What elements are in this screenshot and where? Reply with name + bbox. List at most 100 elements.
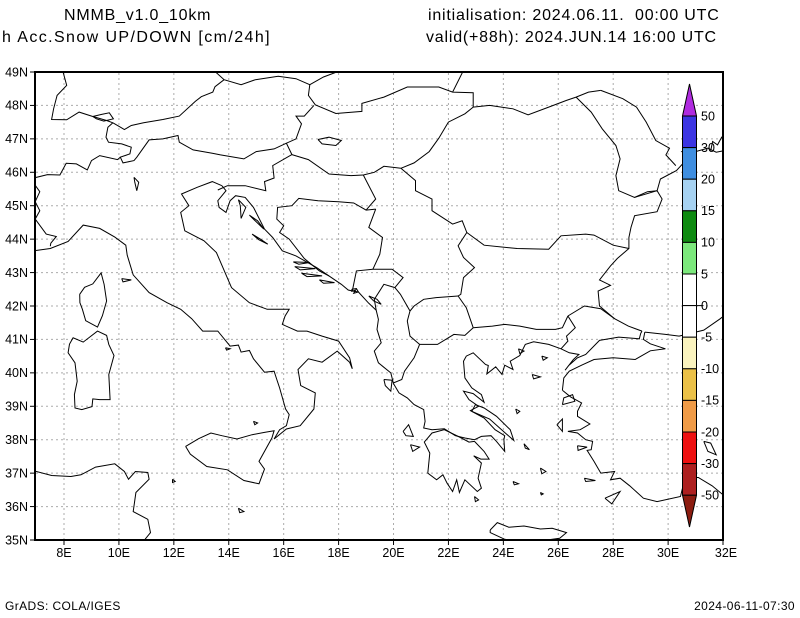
lat-label-47N: 47N [5, 132, 28, 146]
map-line-albania-greece [393, 344, 421, 384]
map-line-hungary-serbia [363, 165, 401, 176]
lat-label-48N: 48N [5, 99, 28, 113]
colorbar-segment-2 [682, 178, 697, 212]
colorbar-label-15: 15 [701, 204, 715, 218]
map-line-brac [293, 261, 310, 265]
lat-label-42N: 42N [5, 299, 28, 313]
map-line-dniester [600, 89, 677, 166]
map-line-kythira [474, 496, 480, 503]
map-line-bulgaria-macedonia [457, 295, 474, 328]
colorbar-label--50: -50 [701, 489, 719, 503]
colorbar-label-20: 20 [701, 173, 715, 187]
colorbar-segment-4 [682, 241, 697, 275]
map-line-capri-ischia [225, 347, 232, 351]
map-line-pag [249, 214, 265, 230]
map-line-samothrace [541, 355, 549, 361]
lat-label-35N: 35N [5, 533, 28, 547]
map-line-limnos [531, 374, 543, 380]
lon-label-12E: 12E [163, 546, 185, 560]
map-line-drina-border [368, 208, 384, 270]
map-line-serbia-macedonia [409, 295, 459, 312]
map-line-blacksea-ukraine-coast [656, 147, 723, 191]
colorbar-segment-0 [682, 115, 697, 149]
map-line-romania-ukraine [473, 89, 601, 116]
colorbar-label--30: -30 [701, 457, 719, 471]
map-line-montenegro-bosnia [351, 268, 404, 292]
map-line-thasos [518, 348, 526, 355]
lat-label-36N: 36N [5, 500, 28, 514]
map-line-rhine-swiss [51, 72, 114, 124]
map-line-croatia-bosnia [276, 197, 376, 277]
map-line-andros [523, 443, 530, 451]
lat-label-49N: 49N [5, 65, 28, 79]
colorbar-segment-8 [682, 368, 697, 401]
lat-label-44N: 44N [5, 232, 28, 246]
colorbar-segment-5 [682, 273, 697, 307]
map-line-sicily [185, 430, 275, 485]
colorbar-segment-6 [682, 305, 697, 338]
map-line-santorini [539, 492, 545, 496]
map-line-greece-macedonia [419, 327, 474, 345]
map-line-milos [512, 481, 521, 486]
map-line-turkey-aegean-coast [562, 389, 723, 503]
map-line-korcula [301, 272, 323, 278]
map-line-albania-macedonia [406, 310, 420, 345]
map-line-kefalonia [402, 423, 415, 437]
map-line-lake-scutari [368, 295, 382, 305]
map-line-sardinia [67, 330, 115, 411]
colorbar-segment-9 [682, 399, 697, 433]
map-line-malta [237, 507, 246, 514]
map-line-italy-east-coast [180, 181, 353, 440]
init-time-label: initialisation: 2024.06.11. 00:00 UTC [428, 7, 720, 24]
lon-label-20E: 20E [382, 546, 404, 560]
map-line-euboea [471, 403, 515, 442]
colorbar-segment-7 [682, 336, 697, 370]
lon-label-16E: 16E [273, 546, 295, 560]
lon-label-14E: 14E [218, 546, 240, 560]
model-title: NMMB_v1.0_10km [64, 7, 212, 24]
lat-label-40N: 40N [5, 366, 28, 380]
map-line-croatia-serbia [362, 174, 377, 211]
map-frame [34, 71, 724, 541]
map-line-peloponnese [423, 429, 491, 495]
map-line-serbia-romania [400, 167, 468, 233]
lat-label-45N: 45N [5, 199, 28, 213]
colorbar-label-5: 5 [701, 267, 708, 281]
lat-label-38N: 38N [5, 433, 28, 447]
colorbar-label--5: -5 [701, 331, 712, 345]
valid-time-label: valid(+88h): 2024.JUN.14 16:00 UTC [426, 29, 717, 46]
lon-label-26E: 26E [547, 546, 569, 560]
map-line-krk-cres [237, 199, 247, 219]
map-line-kotor-bay [351, 288, 360, 295]
colorbar-label-0: 0 [701, 299, 708, 313]
map-line-prut-moldova [575, 96, 658, 198]
lon-label-24E: 24E [492, 546, 514, 560]
colorbar-label-30: 30 [701, 141, 715, 155]
map-line-hungary-romania [400, 106, 474, 169]
grads-credit: GrADS: COLA/IGES [5, 599, 121, 613]
colorbar-arrow-down [681, 494, 698, 528]
creation-timestamp: 2024-06-11-07:30 [694, 599, 795, 613]
lat-label-39N: 39N [5, 400, 28, 414]
colorbar-segment-10 [682, 431, 697, 465]
lat-label-37N: 37N [5, 466, 28, 480]
lon-label-22E: 22E [437, 546, 459, 560]
map-line-swiss-italy [35, 155, 121, 179]
lat-label-41N: 41N [5, 333, 28, 347]
map-line-italy-west-coast [35, 224, 290, 440]
map-line-lake-balaton [317, 136, 343, 147]
map-line-germany-austria [112, 79, 225, 131]
colorbar-label--15: -15 [701, 394, 719, 408]
map-line-greece-turkey [560, 315, 576, 350]
map-line-pantelleria [172, 478, 177, 484]
map-line-bulgaria-greece [473, 315, 569, 330]
map-line-czech-border [214, 72, 339, 86]
map-line-zakynthos [410, 444, 421, 453]
map-line-slovakia-hungary [307, 84, 474, 115]
map-line-rhodes [604, 490, 622, 505]
map-line-lake-beysehir [703, 440, 718, 456]
map-line-corfu [383, 379, 393, 393]
map-line-dugi-otok [251, 233, 269, 245]
map-line-aeolian [253, 420, 259, 426]
